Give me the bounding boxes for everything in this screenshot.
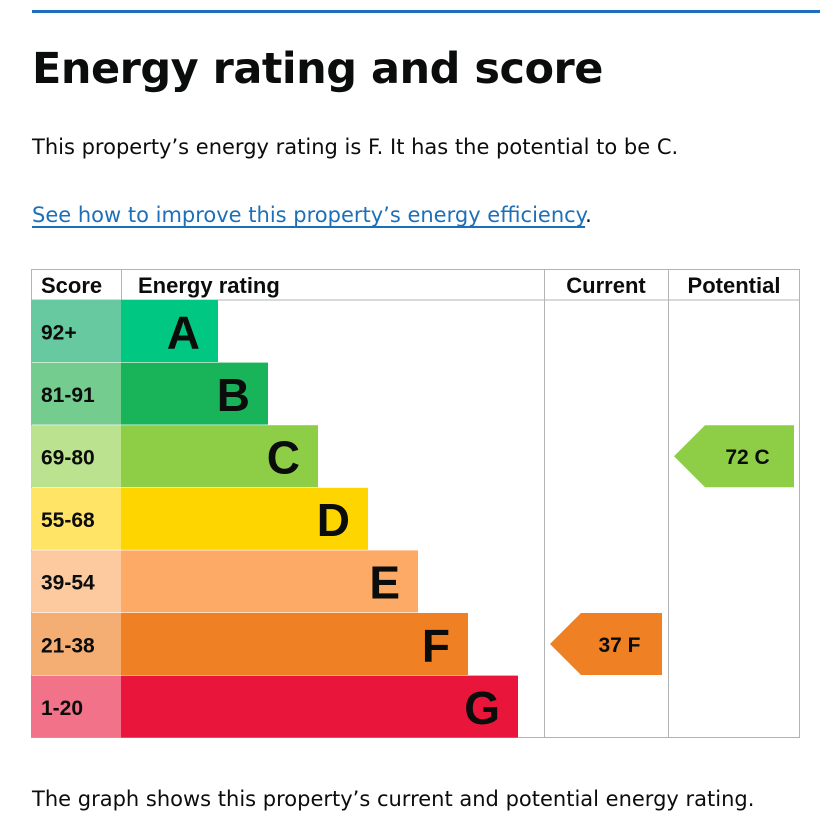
current-header: Current	[566, 273, 646, 298]
rating-letter-e: E	[369, 557, 400, 609]
score-range-b: 81-91	[41, 384, 95, 407]
rating-bar-f	[121, 613, 468, 675]
rating-bar-e	[121, 550, 418, 613]
top-rule	[32, 10, 820, 13]
rating-summary: This property’s energy rating is F. It h…	[32, 135, 679, 159]
rating-letter-a: A	[167, 306, 200, 358]
potential-rating-label: 72 C	[725, 446, 769, 469]
rating-letter-d: D	[317, 494, 350, 546]
rating-letter-f: F	[422, 619, 450, 671]
potential-header: Potential	[688, 273, 781, 298]
rating-bar-c	[121, 425, 318, 488]
score-cell-a	[31, 300, 121, 362]
potential-rating-arrow	[674, 425, 794, 488]
score-cell-e	[31, 550, 121, 613]
score-range-c: 69-80	[41, 447, 95, 470]
link-suffix: .	[585, 203, 592, 227]
score-range-a: 92+	[41, 321, 77, 344]
improve-link-line: See how to improve this property’s energ…	[32, 203, 592, 227]
score-cell-f	[31, 613, 121, 675]
chart-caption: The graph shows this property’s current …	[32, 787, 755, 811]
score-range-e: 39-54	[41, 572, 95, 595]
current-rating-arrow	[550, 613, 662, 675]
rating-bar-b	[121, 362, 268, 425]
improve-efficiency-link[interactable]: See how to improve this property’s energ…	[32, 203, 586, 227]
score-range-g: 1-20	[41, 697, 83, 720]
score-range-f: 21-38	[41, 634, 95, 657]
rating-bar-a	[121, 300, 218, 362]
rating-bar-d	[121, 487, 368, 550]
score-header: Score	[41, 273, 102, 298]
score-range-d: 55-68	[41, 509, 95, 532]
score-cell-c	[31, 425, 121, 488]
rating-bar-g	[121, 675, 518, 738]
score-cell-b	[31, 362, 121, 425]
rating-letter-c: C	[267, 432, 300, 484]
score-cell-g	[31, 675, 121, 738]
score-cell-d	[31, 487, 121, 550]
current-rating-label: 37 F	[598, 634, 640, 657]
rating-letter-b: B	[217, 369, 250, 421]
rating-letter-g: G	[464, 682, 500, 734]
page-title: Energy rating and score	[32, 44, 603, 94]
energy-rating-header: Energy rating	[138, 273, 280, 298]
